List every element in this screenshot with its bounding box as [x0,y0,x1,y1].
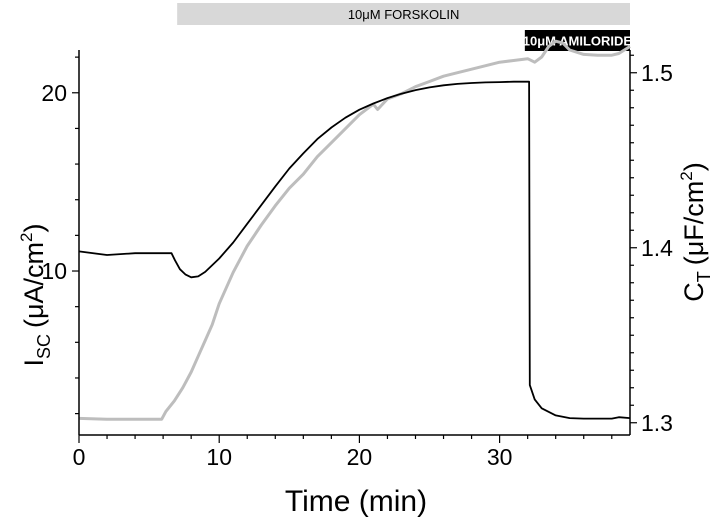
x-tick-label: 30 [487,444,513,470]
x-tick-label: 20 [347,444,373,470]
y-left-tick-label: 10 [41,258,67,284]
y-right-tick-label: 1.5 [641,60,673,86]
treatment-bar-0 [177,3,630,25]
y-axis-right-label: CT(μF/cm2) [677,162,714,302]
y-right-tick-label: 1.3 [641,410,673,436]
series-line-isc [78,80,631,420]
y-axis-left-label: ISC(μA/cm2) [17,223,54,366]
treatment-label-1: 10μM AMILORIDE [523,34,633,49]
y-left-tick-label: 20 [41,80,67,106]
chart-axes: 0 10 20 30 10 20 1.3 1.4 1.5 [41,50,673,470]
x-tick-label: 0 [73,444,86,470]
series-line-ct [78,39,631,421]
y-right-tick-label: 1.4 [641,235,673,261]
data-series [78,39,631,421]
x-axis-label: Time (min) [285,485,427,518]
x-tick-label: 10 [206,444,232,470]
treatment-label-0: 10μM FORSKOLIN [348,7,460,22]
